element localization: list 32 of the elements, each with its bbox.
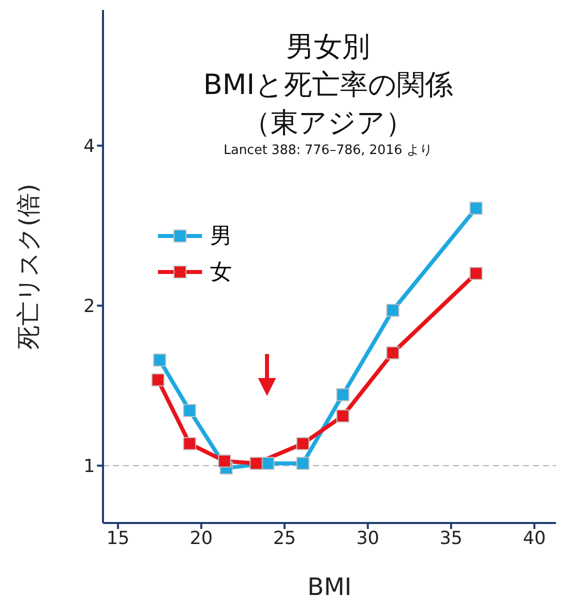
- point: [153, 354, 166, 367]
- point: [183, 404, 196, 417]
- text: BMIと死亡率の関係: [202, 67, 454, 103]
- y-tick-label: 2: [84, 296, 95, 318]
- point: [183, 437, 196, 450]
- x-tick-label: 25: [273, 528, 296, 549]
- point: [336, 410, 350, 422]
- point: [470, 202, 483, 215]
- legend-label: 女: [210, 259, 232, 287]
- x-tick-label: 15: [106, 528, 130, 549]
- x-tick-label: 30: [356, 528, 380, 549]
- text: 男女別: [285, 29, 371, 65]
- y-tick-label: 1: [84, 456, 95, 478]
- point: [336, 388, 350, 402]
- x-axis-title: BMI: [307, 573, 352, 601]
- x-tick-label: 20: [190, 528, 213, 549]
- annotation: Lancet 388: 776–786, 2016 より: [222, 142, 434, 160]
- point: [250, 456, 263, 470]
- point: [296, 437, 310, 450]
- x-tick-label: 40: [522, 528, 546, 549]
- x-tick-label: 35: [440, 528, 463, 549]
- point: [151, 373, 164, 386]
- point: [386, 304, 400, 317]
- point: [470, 266, 483, 280]
- annotation: （東アジア）: [242, 105, 414, 141]
- point: [261, 456, 274, 470]
- y-tick-label: 4: [84, 136, 95, 158]
- legend-label: 男: [210, 223, 232, 251]
- point: [296, 456, 310, 470]
- y-axis-title: 死亡リスク(倍): [14, 184, 43, 350]
- point: [218, 454, 232, 468]
- point: [386, 346, 400, 360]
